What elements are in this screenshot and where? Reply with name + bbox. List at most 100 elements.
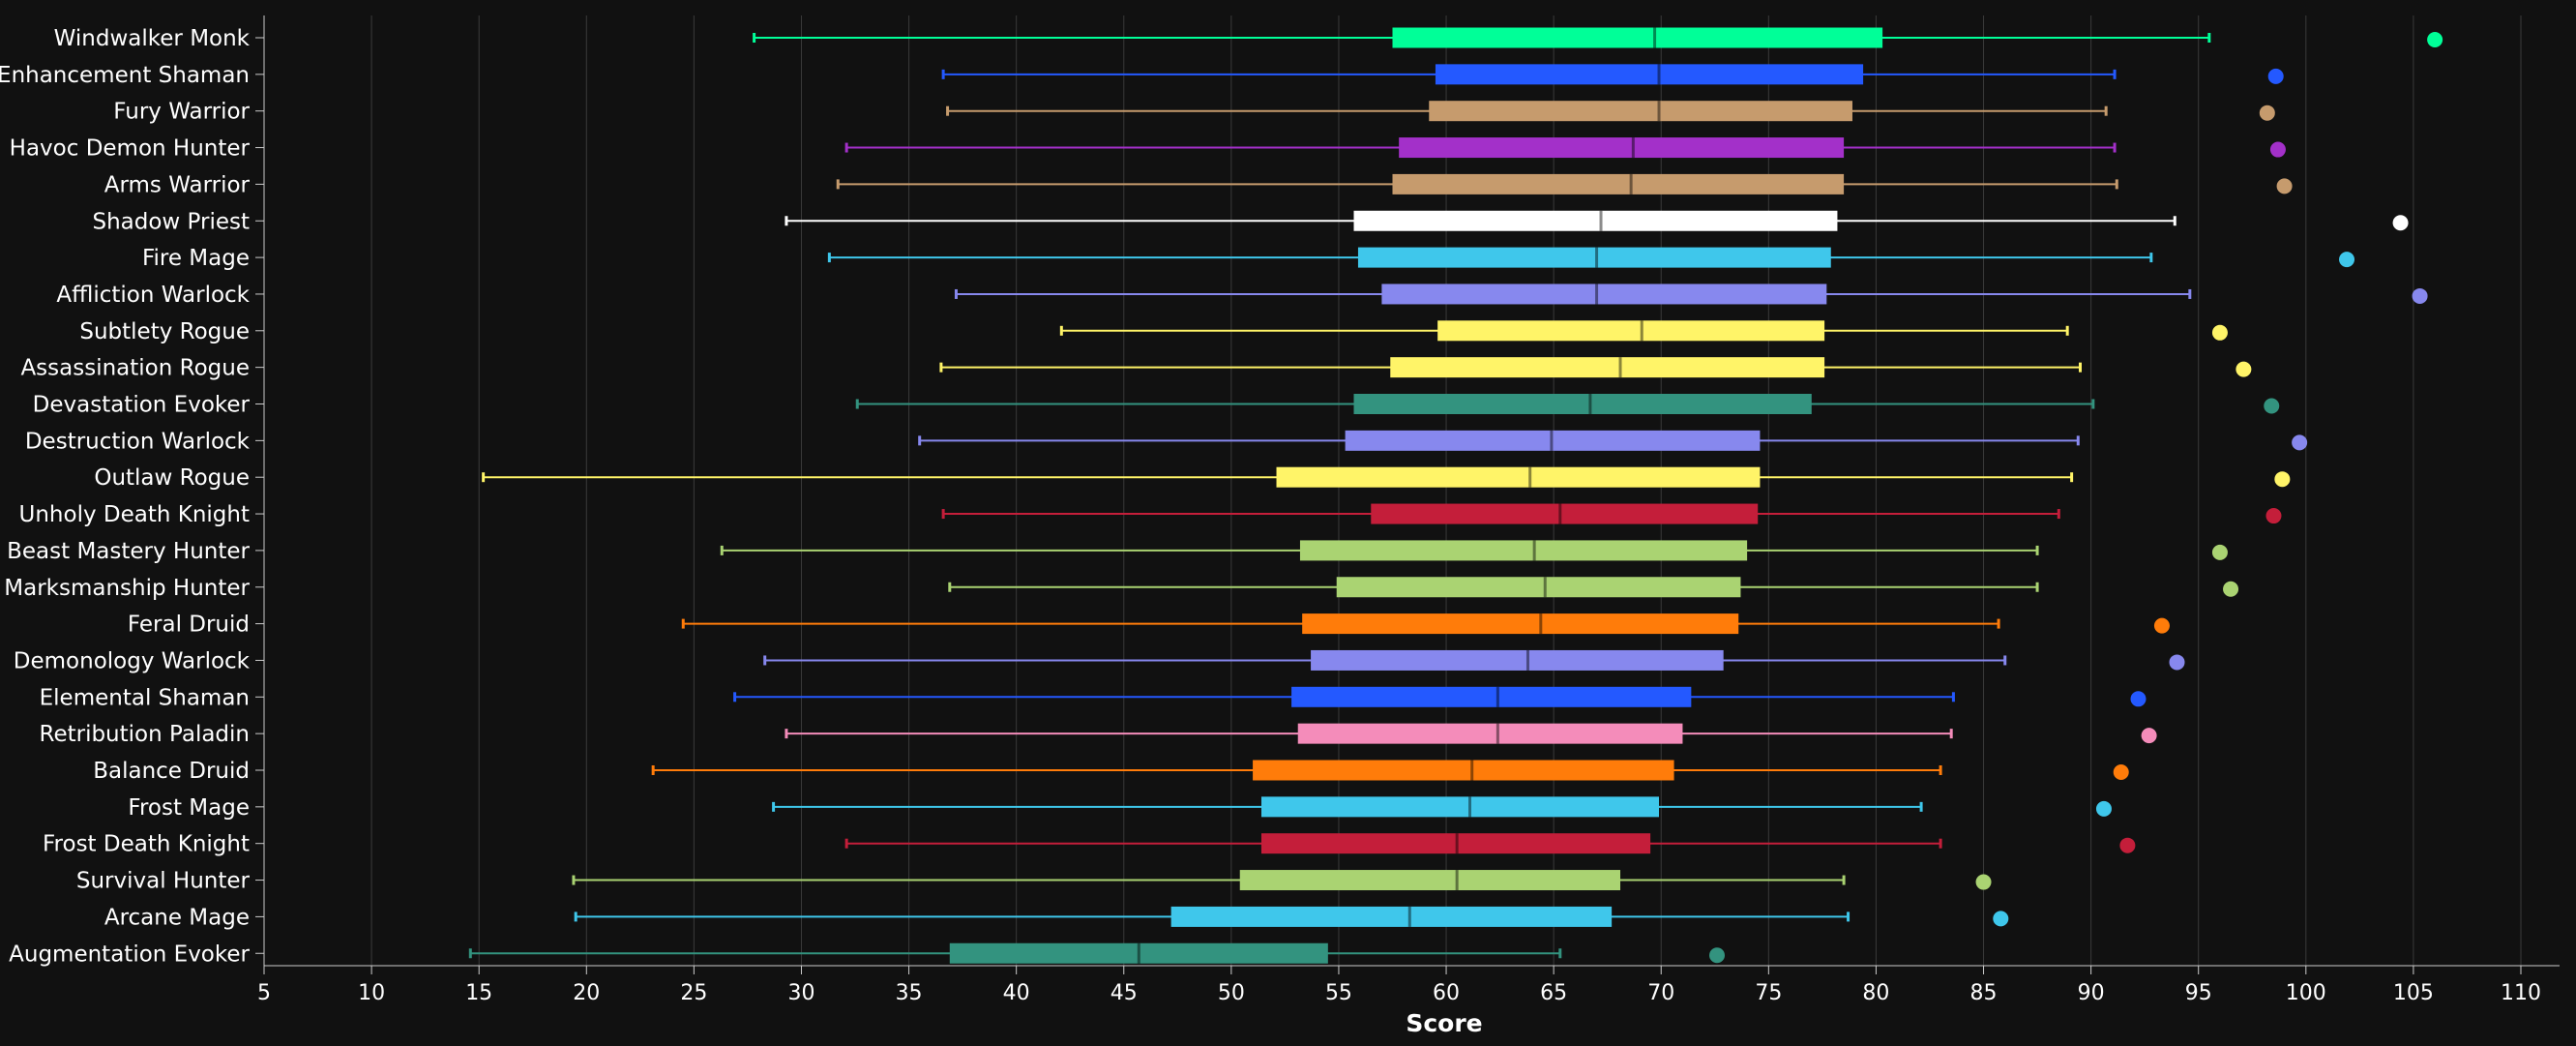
x-tick-label: 90 xyxy=(2078,981,2105,1005)
box-row xyxy=(939,357,2252,378)
category-label: Feral Druid xyxy=(128,613,250,638)
box-row xyxy=(468,942,1726,964)
x-tick-label: 5 xyxy=(257,981,271,1005)
category-label: Affliction Warlock xyxy=(56,283,250,308)
x-tick-label: 55 xyxy=(1325,981,1352,1005)
category-label: Outlaw Rogue xyxy=(94,465,250,491)
outlier-point xyxy=(2427,32,2443,47)
box-row xyxy=(772,796,2112,818)
category-label: Frost Death Knight xyxy=(43,832,250,857)
outlier-point xyxy=(2235,361,2252,377)
category-label: Havoc Demon Hunter xyxy=(10,136,251,162)
x-tick-label: 25 xyxy=(680,981,707,1005)
box-row xyxy=(733,686,2147,707)
outlier-point xyxy=(2412,287,2428,304)
iqr-box xyxy=(1299,540,1748,561)
iqr-box xyxy=(1253,760,1674,781)
category-label: Elemental Shaman xyxy=(40,685,250,710)
iqr-box xyxy=(1353,394,1812,414)
iqr-box xyxy=(1276,466,1761,488)
iqr-box xyxy=(1371,503,1759,524)
iqr-box xyxy=(1437,320,1825,342)
outlier-point xyxy=(2169,654,2185,671)
category-label: Fire Mage xyxy=(142,246,250,271)
x-tick-label: 70 xyxy=(1647,981,1674,1005)
iqr-box xyxy=(1429,101,1852,122)
category-label: Fury Warrior xyxy=(113,100,250,125)
outlier-point xyxy=(2113,764,2129,780)
x-axis-title: Score xyxy=(1406,1009,1482,1037)
outlier-point xyxy=(2211,544,2228,560)
x-tick-label: 85 xyxy=(1970,981,1998,1005)
outlier-point xyxy=(2119,837,2136,853)
x-tick-label: 10 xyxy=(358,981,385,1005)
category-label: Demonology Warlock xyxy=(14,648,251,673)
box-row xyxy=(844,137,2286,159)
category-label: Enhancement Shaman xyxy=(0,63,250,88)
box-row xyxy=(785,723,2157,744)
box-row xyxy=(785,210,2409,231)
x-tick-label: 100 xyxy=(2286,981,2326,1005)
iqr-box xyxy=(1392,173,1845,194)
x-axis: 5 10 15 20 25 30 35 40 45 50 55 60 65 70 75 80 85 90 95 100… xyxy=(255,15,2560,1005)
x-tick-label: 60 xyxy=(1433,981,1460,1005)
category-label: Assassination Rogue xyxy=(20,356,250,381)
category-label: Augmentation Evoker xyxy=(9,941,250,967)
box-row xyxy=(720,540,2228,561)
category-label: Destruction Warlock xyxy=(25,429,251,454)
outlier-point xyxy=(1993,911,2009,927)
outlier-point xyxy=(1709,947,1726,964)
box-row xyxy=(827,247,2355,268)
category-label: Subtlety Rogue xyxy=(79,319,250,344)
category-label: Beast Mastery Hunter xyxy=(7,539,250,564)
iqr-box xyxy=(1260,796,1660,818)
iqr-box xyxy=(1297,723,1683,744)
iqr-box xyxy=(1291,686,1692,707)
box-row xyxy=(954,284,2428,305)
iqr-box xyxy=(1357,247,1831,268)
iqr-box xyxy=(1345,430,1761,451)
x-tick-label: 15 xyxy=(465,981,492,1005)
category-label: Retribution Paladin xyxy=(40,722,251,747)
box-row xyxy=(946,101,2275,122)
x-tick-label: 80 xyxy=(1862,981,1889,1005)
iqr-box xyxy=(1170,906,1613,927)
category-label: Devastation Evoker xyxy=(33,393,251,418)
outlier-point xyxy=(2265,508,2282,524)
outlier-point xyxy=(2095,800,2112,817)
x-tick-label: 95 xyxy=(2185,981,2212,1005)
iqr-box xyxy=(1353,210,1838,231)
iqr-box xyxy=(1435,64,1864,85)
box-row xyxy=(855,394,2280,414)
outlier-point xyxy=(2276,178,2293,194)
box-row xyxy=(948,577,2239,598)
x-tick-label: 45 xyxy=(1110,981,1138,1005)
outlier-point xyxy=(2267,68,2284,84)
outlier-point xyxy=(2223,581,2239,597)
x-tick-label: 20 xyxy=(573,981,600,1005)
iqr-box xyxy=(1260,833,1651,854)
category-label: Arcane Mage xyxy=(104,905,250,930)
iqr-box xyxy=(1392,27,1883,48)
box-row xyxy=(753,27,2443,48)
outlier-point xyxy=(2259,105,2275,121)
x-tick-label: 40 xyxy=(1003,981,1030,1005)
outlier-point xyxy=(2274,471,2291,488)
category-label: Arms Warrior xyxy=(104,172,251,197)
iqr-box xyxy=(1336,577,1741,598)
box-row xyxy=(941,64,2284,85)
category-label: Frost Mage xyxy=(128,795,250,821)
x-tick-label: 105 xyxy=(2393,981,2434,1005)
iqr-box xyxy=(1239,870,1621,891)
category-labels: Windwalker Monk Enhancement Shaman Fury Wa… xyxy=(0,26,251,967)
iqr-box xyxy=(1390,357,1825,378)
outlier-point xyxy=(2292,434,2308,451)
box-row xyxy=(763,649,2185,671)
outlier-point xyxy=(2130,691,2147,707)
category-label: Marksmanship Hunter xyxy=(4,576,250,601)
category-label: Balance Druid xyxy=(93,759,250,784)
iqr-box xyxy=(1399,137,1845,159)
category-label: Windwalker Monk xyxy=(54,26,251,51)
